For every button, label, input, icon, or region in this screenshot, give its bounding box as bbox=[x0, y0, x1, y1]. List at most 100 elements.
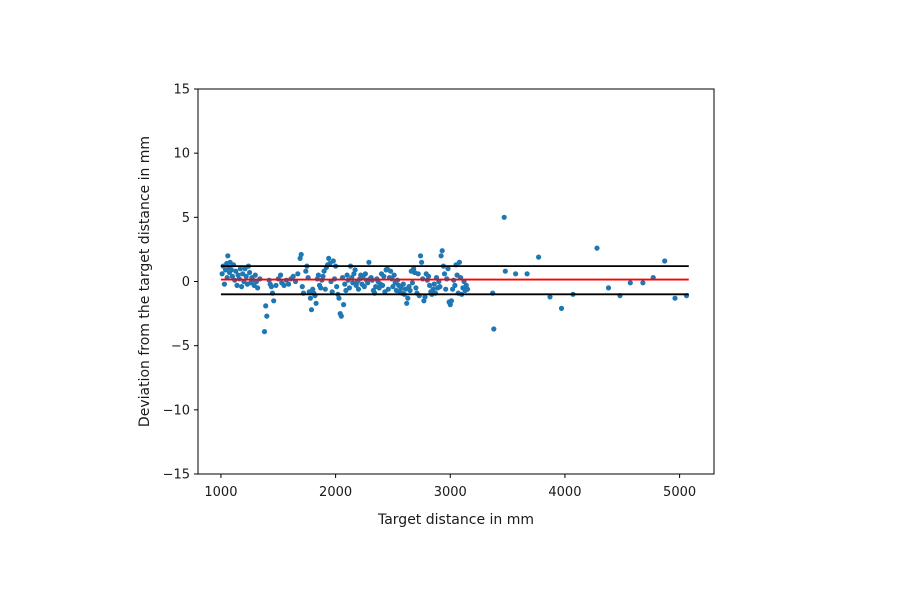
data-point bbox=[334, 284, 340, 290]
data-point bbox=[326, 255, 332, 261]
data-point bbox=[513, 271, 519, 277]
data-point bbox=[366, 259, 372, 265]
data-point bbox=[421, 298, 427, 304]
y-tick-label: −15 bbox=[163, 468, 190, 483]
data-point bbox=[286, 281, 292, 287]
data-point bbox=[355, 286, 362, 292]
data-point bbox=[299, 284, 305, 290]
data-point bbox=[290, 273, 296, 279]
data-point bbox=[346, 285, 352, 291]
data-point bbox=[662, 258, 668, 264]
reference-lines bbox=[220, 265, 689, 296]
data-point bbox=[491, 326, 497, 332]
data-point bbox=[439, 248, 445, 254]
data-point bbox=[229, 273, 235, 279]
data-point bbox=[425, 273, 432, 279]
data-point bbox=[391, 272, 397, 278]
y-axis-label: Deviation from the target distance in mm bbox=[137, 136, 153, 427]
y-tick-label: −10 bbox=[163, 403, 190, 418]
data-point bbox=[430, 286, 436, 292]
data-point bbox=[219, 271, 225, 277]
data-point bbox=[234, 282, 240, 288]
x-tick-label: 4000 bbox=[548, 485, 581, 500]
data-point bbox=[295, 271, 301, 277]
data-point bbox=[281, 282, 287, 288]
data-point bbox=[247, 269, 253, 276]
data-point bbox=[422, 294, 428, 300]
data-point bbox=[405, 295, 411, 301]
data-point bbox=[318, 285, 324, 291]
data-point bbox=[320, 273, 326, 279]
data-point bbox=[298, 251, 304, 258]
data-point bbox=[450, 286, 456, 292]
data-point bbox=[330, 258, 336, 264]
data-point bbox=[263, 303, 269, 309]
y-tick-label: 15 bbox=[173, 83, 190, 98]
data-point bbox=[243, 273, 249, 279]
x-axis-label: Target distance in mm bbox=[377, 512, 534, 528]
data-point bbox=[404, 300, 410, 306]
data-point bbox=[273, 282, 279, 288]
data-point bbox=[261, 329, 268, 335]
data-point bbox=[501, 214, 507, 220]
data-point bbox=[315, 272, 321, 278]
data-point bbox=[524, 271, 530, 277]
data-point bbox=[353, 282, 359, 288]
data-point bbox=[417, 253, 424, 259]
data-point bbox=[400, 281, 406, 287]
data-point bbox=[351, 271, 357, 277]
data-point bbox=[365, 280, 371, 286]
data-point bbox=[310, 286, 316, 292]
data-point bbox=[431, 281, 437, 287]
data-point bbox=[594, 245, 600, 251]
data-point bbox=[308, 307, 315, 313]
data-point bbox=[252, 272, 258, 278]
data-point bbox=[303, 268, 309, 274]
data-point bbox=[313, 300, 319, 306]
data-point bbox=[398, 285, 404, 291]
data-point bbox=[438, 253, 444, 259]
data-point bbox=[558, 305, 565, 311]
data-point bbox=[445, 266, 451, 272]
data-point bbox=[456, 259, 462, 265]
y-tick-label: −5 bbox=[171, 339, 190, 354]
data-point bbox=[237, 266, 243, 272]
data-point bbox=[239, 284, 245, 290]
data-point bbox=[344, 272, 350, 278]
data-point bbox=[437, 284, 443, 290]
x-axis-ticks: 1000 2000 3000 4000 5000 bbox=[204, 474, 696, 500]
data-point bbox=[342, 281, 348, 287]
data-point bbox=[264, 313, 270, 319]
data-point bbox=[307, 295, 313, 301]
data-point bbox=[407, 287, 413, 294]
data-point bbox=[228, 267, 234, 273]
data-point bbox=[336, 295, 342, 301]
data-point bbox=[341, 302, 347, 308]
data-point bbox=[338, 313, 344, 319]
data-point bbox=[380, 282, 386, 288]
data-point bbox=[322, 286, 328, 292]
data-point bbox=[362, 271, 368, 277]
data-point bbox=[427, 282, 433, 288]
data-point bbox=[390, 284, 396, 290]
data-point bbox=[605, 285, 612, 291]
data-point bbox=[221, 281, 227, 287]
data-point bbox=[415, 271, 421, 277]
data-point bbox=[385, 286, 391, 292]
y-tick-label: 0 bbox=[182, 275, 190, 290]
data-point bbox=[278, 272, 284, 278]
data-point bbox=[448, 298, 454, 304]
data-point bbox=[329, 289, 335, 295]
data-point bbox=[627, 280, 633, 286]
y-tick-label: 10 bbox=[173, 147, 190, 162]
data-point bbox=[464, 286, 471, 292]
y-tick-label: 5 bbox=[182, 211, 190, 226]
data-point bbox=[255, 285, 261, 291]
data-point bbox=[271, 298, 277, 304]
data-point bbox=[640, 280, 646, 286]
data-point bbox=[225, 253, 231, 259]
data-point bbox=[388, 268, 394, 274]
data-point bbox=[233, 268, 239, 274]
data-point bbox=[443, 286, 449, 292]
